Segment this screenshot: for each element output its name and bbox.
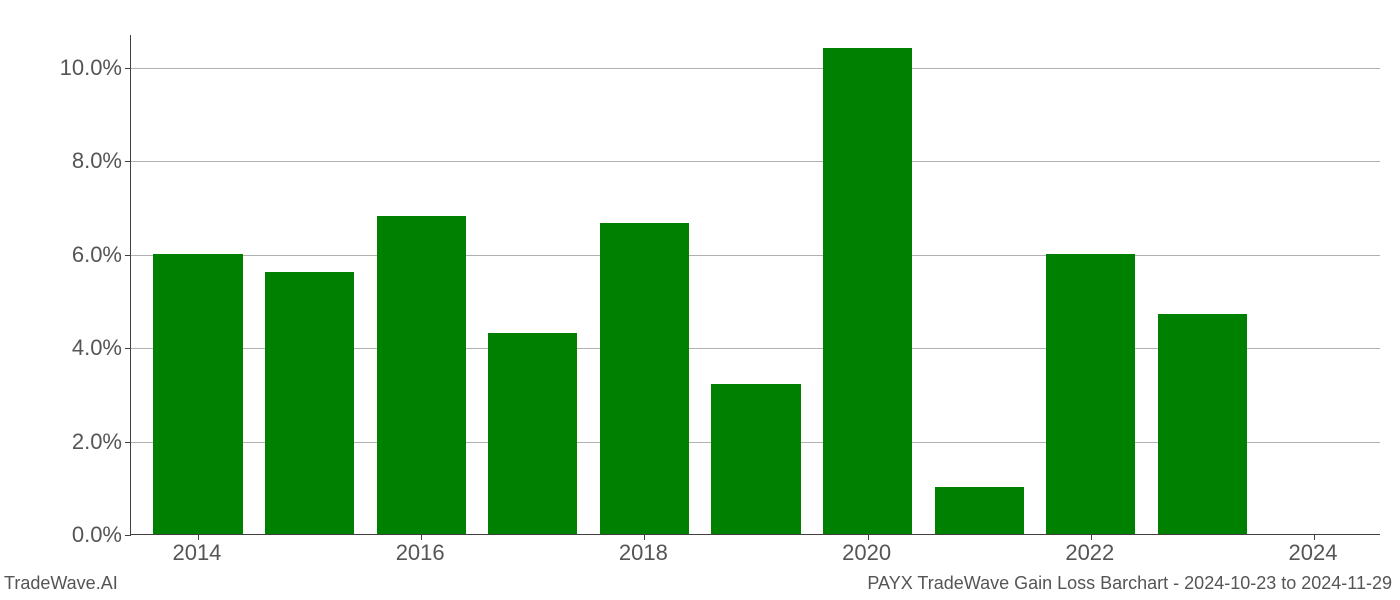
bar-2018 — [600, 223, 689, 534]
ytick-label: 8.0% — [22, 148, 122, 174]
bar-2015 — [265, 272, 354, 534]
ytick-mark — [125, 68, 131, 69]
bar-2020 — [823, 48, 912, 534]
bar-2014 — [153, 254, 242, 534]
xtick-label: 2022 — [1065, 540, 1114, 566]
footer-left-text: TradeWave.AI — [4, 573, 118, 594]
bar-2021 — [935, 487, 1024, 534]
plot-area — [130, 35, 1380, 535]
ytick-label: 10.0% — [22, 55, 122, 81]
bar-2019 — [711, 384, 800, 534]
bar-2023 — [1158, 314, 1247, 534]
ytick-mark — [125, 255, 131, 256]
xtick-label: 2014 — [172, 540, 221, 566]
bar-2017 — [488, 333, 577, 534]
ytick-label: 0.0% — [22, 522, 122, 548]
ytick-label: 2.0% — [22, 429, 122, 455]
footer-right-text: PAYX TradeWave Gain Loss Barchart - 2024… — [867, 573, 1392, 594]
ytick-mark — [125, 348, 131, 349]
gridline — [131, 68, 1380, 69]
bar-2022 — [1046, 254, 1135, 534]
chart-container: TradeWave.AI PAYX TradeWave Gain Loss Ba… — [0, 0, 1400, 600]
ytick-label: 6.0% — [22, 242, 122, 268]
xtick-label: 2024 — [1289, 540, 1338, 566]
xtick-label: 2016 — [396, 540, 445, 566]
bar-2016 — [377, 216, 466, 534]
gridline — [131, 161, 1380, 162]
xtick-label: 2018 — [619, 540, 668, 566]
ytick-label: 4.0% — [22, 335, 122, 361]
ytick-mark — [125, 442, 131, 443]
xtick-label: 2020 — [842, 540, 891, 566]
gridline — [131, 255, 1380, 256]
ytick-mark — [125, 535, 131, 536]
ytick-mark — [125, 161, 131, 162]
